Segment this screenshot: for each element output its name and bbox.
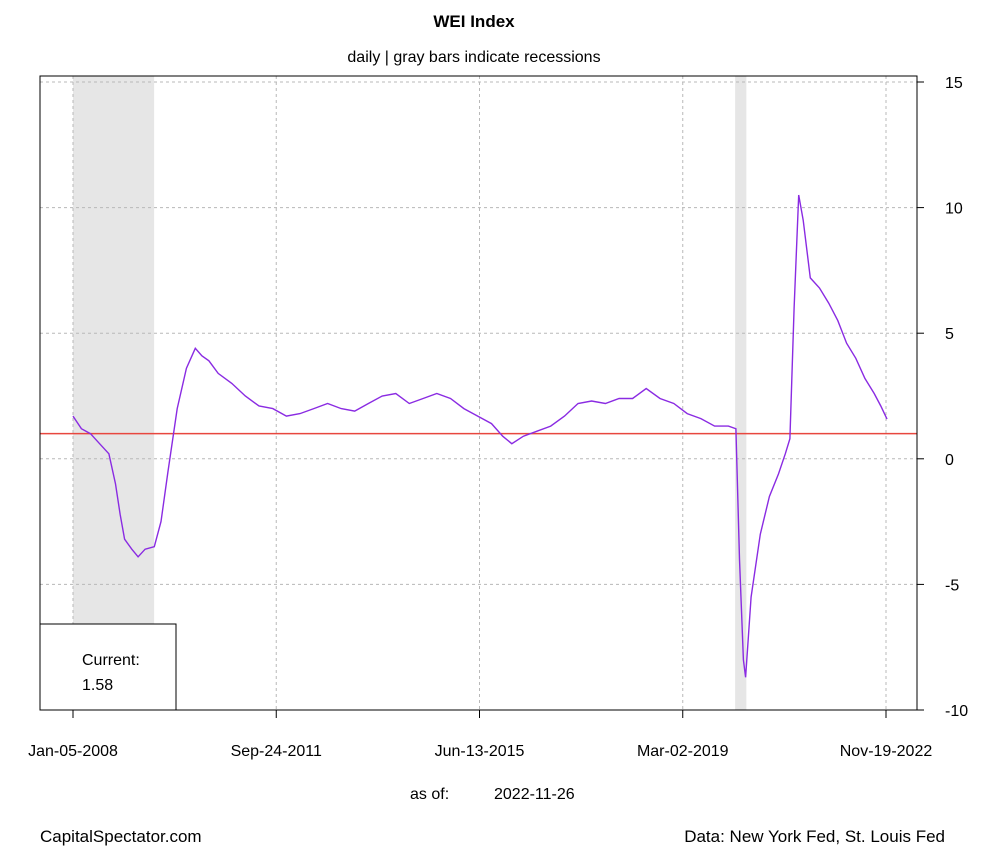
plot-frame xyxy=(39,75,918,711)
as-of-date: 2022-11-26 xyxy=(494,786,575,803)
x-tick-label-4: Mar-02-2019 xyxy=(637,743,729,760)
recession-bar-1 xyxy=(73,76,155,710)
y-tick-label-2: 10 xyxy=(945,201,963,218)
current-value-box: Current: 1.58 xyxy=(39,623,177,711)
recession-bars xyxy=(73,76,747,710)
x-tick-label-3: Jun-13-2015 xyxy=(435,743,525,760)
x-axis: Jan-05-2008 Sep-24-2011 Jun-13-2015 Mar-02-… xyxy=(28,710,932,760)
wei-series-line xyxy=(72,194,888,678)
as-of-label: as of: xyxy=(410,786,449,803)
x-tick-label-2: Sep-24-2011 xyxy=(231,743,322,760)
recession-bar-2 xyxy=(735,76,747,710)
y-tick-label-5: -5 xyxy=(945,577,959,594)
footer-data-credit: Data: New York Fed, St. Louis Fed xyxy=(684,827,945,846)
footer-source-site: CapitalSpectator.com xyxy=(40,827,202,846)
chart-title: WEI Index xyxy=(433,12,515,31)
current-value: 1.58 xyxy=(82,677,113,694)
y-tick-label-1: 15 xyxy=(945,75,963,92)
grid-lines xyxy=(40,76,917,711)
x-tick-label-5: Nov-19-2022 xyxy=(840,743,933,760)
y-tick-label-6: -10 xyxy=(945,703,968,720)
y-tick-label-4: 0 xyxy=(945,452,954,469)
y-tick-label-3: 5 xyxy=(945,326,954,343)
chart-subtitle: daily | gray bars indicate recessions xyxy=(347,49,600,66)
current-label: Current: xyxy=(82,652,140,669)
x-tick-label-1: Jan-05-2008 xyxy=(28,743,118,760)
y-axis: 15 10 5 0 -5 -10 xyxy=(917,75,968,720)
